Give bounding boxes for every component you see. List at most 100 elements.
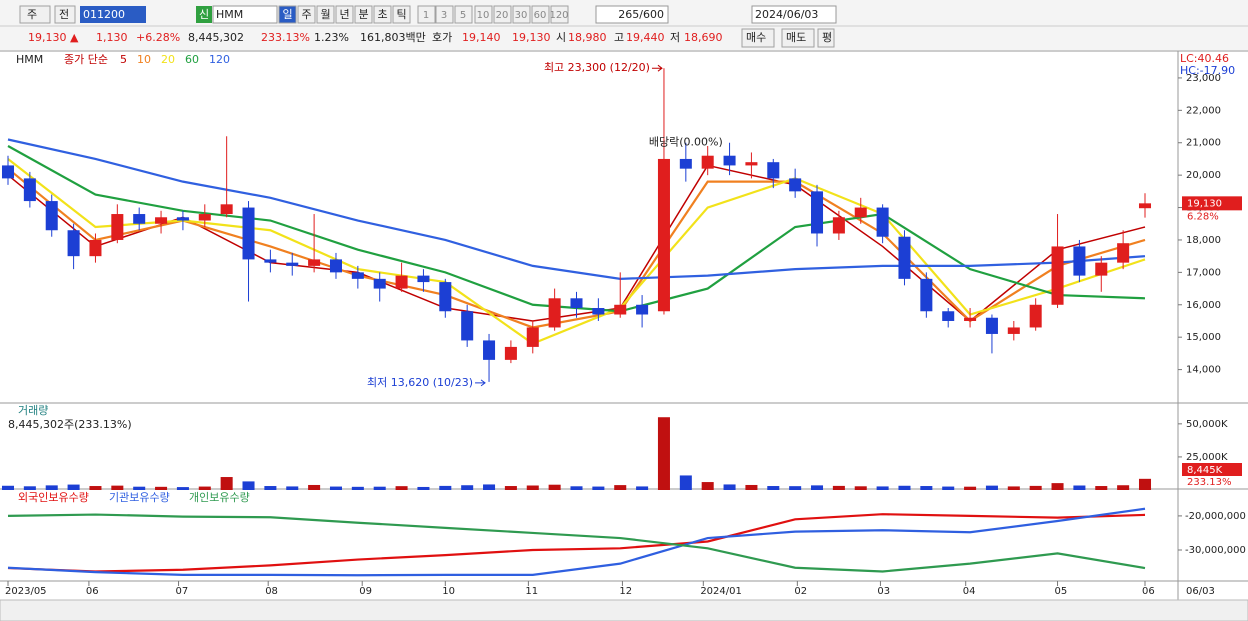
quote-button[interactable] <box>817 28 835 48</box>
interval-button[interactable] <box>435 5 454 24</box>
quote-item[interactable]: 매수 <box>746 31 766 44</box>
period-button[interactable] <box>297 5 316 24</box>
volume-bar <box>701 482 714 490</box>
volume-bar <box>526 485 539 490</box>
quote-button[interactable] <box>781 28 815 48</box>
volume-bar <box>45 485 58 490</box>
quote-item: 19,140 <box>462 31 501 44</box>
prev[interactable]: 전 <box>59 8 69 21</box>
annotation: 최고 23,300 (12/20) <box>544 61 650 74</box>
code-box[interactable] <box>80 6 146 23</box>
legend-entry: 120 <box>209 53 230 66</box>
volume-bar <box>964 486 977 490</box>
volume-bar <box>220 477 233 490</box>
period-button[interactable] <box>335 5 354 24</box>
candle-body <box>111 214 124 240</box>
x-tick-label: 09 <box>359 586 372 597</box>
count-box[interactable] <box>595 5 669 24</box>
period-label[interactable]: 초 <box>377 8 387 21</box>
period-label[interactable]: 일 <box>282 7 292 21</box>
legend-name: HMM <box>16 53 43 66</box>
quote-item[interactable]: 매도 <box>786 31 806 44</box>
candle-body <box>1138 203 1152 209</box>
interval-label[interactable]: 5 <box>460 10 466 21</box>
volume-bar <box>636 486 649 490</box>
period-label[interactable]: 월 <box>320 8 330 21</box>
volume-last: 8,445K <box>1187 465 1223 476</box>
x-tick-label: 12 <box>619 586 632 597</box>
y-tick-label: 21,000 <box>1186 138 1221 149</box>
interval-label[interactable]: 60 <box>534 10 547 21</box>
scrollbar[interactable] <box>0 599 1248 621</box>
holding-line <box>7 513 1146 573</box>
volume-title: 거래량 <box>18 404 48 417</box>
candle-body <box>789 178 802 192</box>
volume-bar <box>1 485 15 490</box>
quote-item: 19,440 <box>626 31 665 44</box>
legend-entry: 기관보유수량 <box>109 491 170 504</box>
volume-bar <box>483 484 496 490</box>
count[interactable]: 265/600 <box>618 8 664 21</box>
period-button[interactable] <box>316 5 335 24</box>
prev-box[interactable] <box>54 5 76 24</box>
period-button[interactable] <box>278 5 297 24</box>
date-box[interactable] <box>751 5 837 24</box>
y-tick-label: 16,000 <box>1186 300 1221 311</box>
candle-body <box>811 191 824 234</box>
candle-body <box>526 327 539 347</box>
period-button[interactable] <box>373 5 392 24</box>
y-tick-label: 15,000 <box>1186 332 1221 343</box>
volume-ratio: 233.13% <box>1187 477 1232 488</box>
volume-bar <box>570 486 583 490</box>
interval-label[interactable]: 20 <box>496 10 509 21</box>
period-label[interactable]: 분 <box>358 8 368 21</box>
volume-bar <box>789 486 802 490</box>
interval-button[interactable] <box>493 5 512 24</box>
badge-box <box>196 6 212 23</box>
y-tick-label: -20,000,000 <box>1185 511 1246 522</box>
interval-label[interactable]: 120 <box>549 10 568 21</box>
candle-body <box>876 207 889 237</box>
period-label[interactable]: 년 <box>339 8 349 21</box>
candle-body <box>898 236 911 279</box>
code[interactable]: 011200 <box>83 8 125 21</box>
y-tick-label: 22,000 <box>1186 105 1221 116</box>
candle-body <box>614 304 627 315</box>
interval-button[interactable] <box>417 5 436 24</box>
change-label: 6.28% <box>1187 211 1219 222</box>
interval-button[interactable] <box>550 5 569 24</box>
candle-body <box>133 214 146 224</box>
legend-ma: 종가 단순 <box>64 53 108 66</box>
y-tick-label: 50,000K <box>1186 419 1228 430</box>
interval-button[interactable] <box>474 5 493 24</box>
interval-label[interactable]: 30 <box>515 10 528 21</box>
candle-body <box>351 272 364 279</box>
legend-entry: 개인보유수량 <box>189 491 250 504</box>
market-box[interactable] <box>19 5 51 24</box>
period-button[interactable] <box>354 5 373 24</box>
x-tick-label: 07 <box>176 586 189 597</box>
stock-name[interactable]: HMM <box>216 8 243 21</box>
x-tick-label: 11 <box>525 586 538 597</box>
period-label[interactable]: 주 <box>301 8 311 21</box>
interval-button[interactable] <box>454 5 473 24</box>
interval-button[interactable] <box>531 5 550 24</box>
period-button[interactable] <box>392 5 411 24</box>
candle-body <box>1051 246 1064 305</box>
interval-label[interactable]: 10 <box>477 10 490 21</box>
interval-label[interactable]: 3 <box>441 10 447 21</box>
quote-row: 19,130 ▲ 1,130 +6.28% 8,445,302 233.13% 1.23%… <box>28 28 835 48</box>
interval-button[interactable] <box>512 5 531 24</box>
period-label[interactable]: 틱 <box>396 8 406 21</box>
quote-button[interactable] <box>741 28 775 48</box>
candle-body <box>504 346 517 360</box>
candle-body <box>745 162 758 166</box>
quote-item[interactable]: 평 <box>822 31 832 44</box>
name-box[interactable] <box>212 5 278 24</box>
interval-label[interactable]: 1 <box>423 10 429 21</box>
candle-body <box>1095 262 1108 276</box>
date[interactable]: 2024/06/03 <box>755 8 818 21</box>
annotation: 배당락(0.00%) <box>649 136 723 149</box>
market[interactable]: 주 <box>27 8 37 21</box>
quote-item: +6.28% <box>136 31 180 44</box>
